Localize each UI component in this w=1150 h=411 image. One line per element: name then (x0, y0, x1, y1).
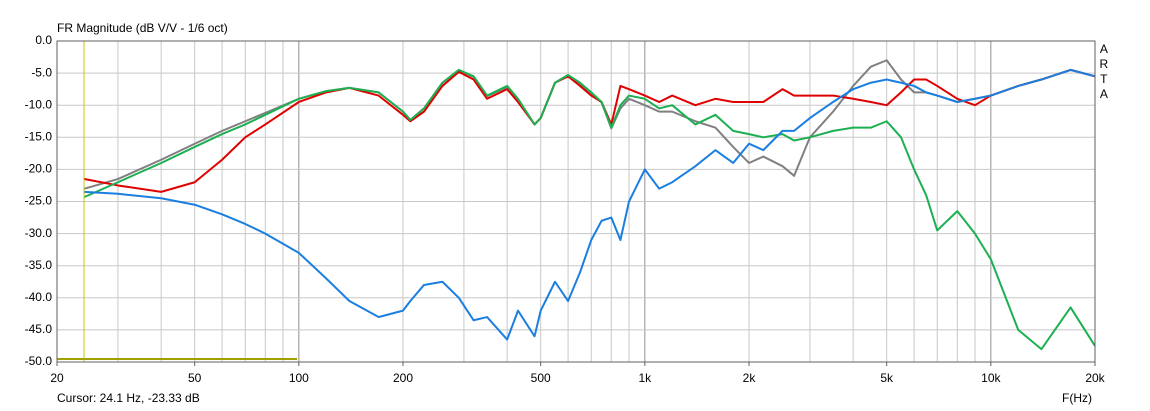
x-tick-label: 100 (289, 371, 309, 385)
plot (83, 59, 1096, 351)
y-tick-label: 0.0 (35, 33, 52, 47)
y-tick-label: -5.0 (31, 65, 52, 79)
y-tick-label: -50.0 (25, 354, 53, 368)
y-tick-label: -20.0 (25, 162, 53, 176)
x-axis-label: F(Hz) (1062, 391, 1092, 405)
y-tick-label: -10.0 (25, 97, 53, 111)
x-tick-label: 20 (50, 371, 64, 385)
x-tick-label: 500 (531, 371, 551, 385)
x-tick-label: 2k (743, 371, 757, 385)
y-tick-label: -30.0 (25, 226, 53, 240)
y-tick-label: -35.0 (25, 258, 53, 272)
response-curve (84, 68, 1096, 341)
y-tick-label: -15.0 (25, 129, 53, 143)
x-tick-label: 50 (188, 371, 202, 385)
y-tick-label: -45.0 (25, 322, 53, 336)
y-tick-label: -40.0 (25, 290, 53, 304)
plot-frame (56, 40, 1096, 363)
chart-title: FR Magnitude (dB V/V - 1/6 oct) (57, 21, 228, 35)
y-tick-label: -25.0 (25, 194, 53, 208)
x-tick-label: 5k (880, 371, 894, 385)
response-curve (83, 68, 1096, 351)
x-tick-label: 1k (638, 371, 652, 385)
x-tick-label: 10k (981, 371, 1001, 385)
brand: ARTA (1097, 42, 1111, 102)
x-tick-label: 20k (1085, 371, 1105, 385)
x-tick-label: 200 (393, 371, 413, 385)
cursor-readout: Cursor: 24.1 Hz, -23.33 dB (57, 391, 200, 405)
